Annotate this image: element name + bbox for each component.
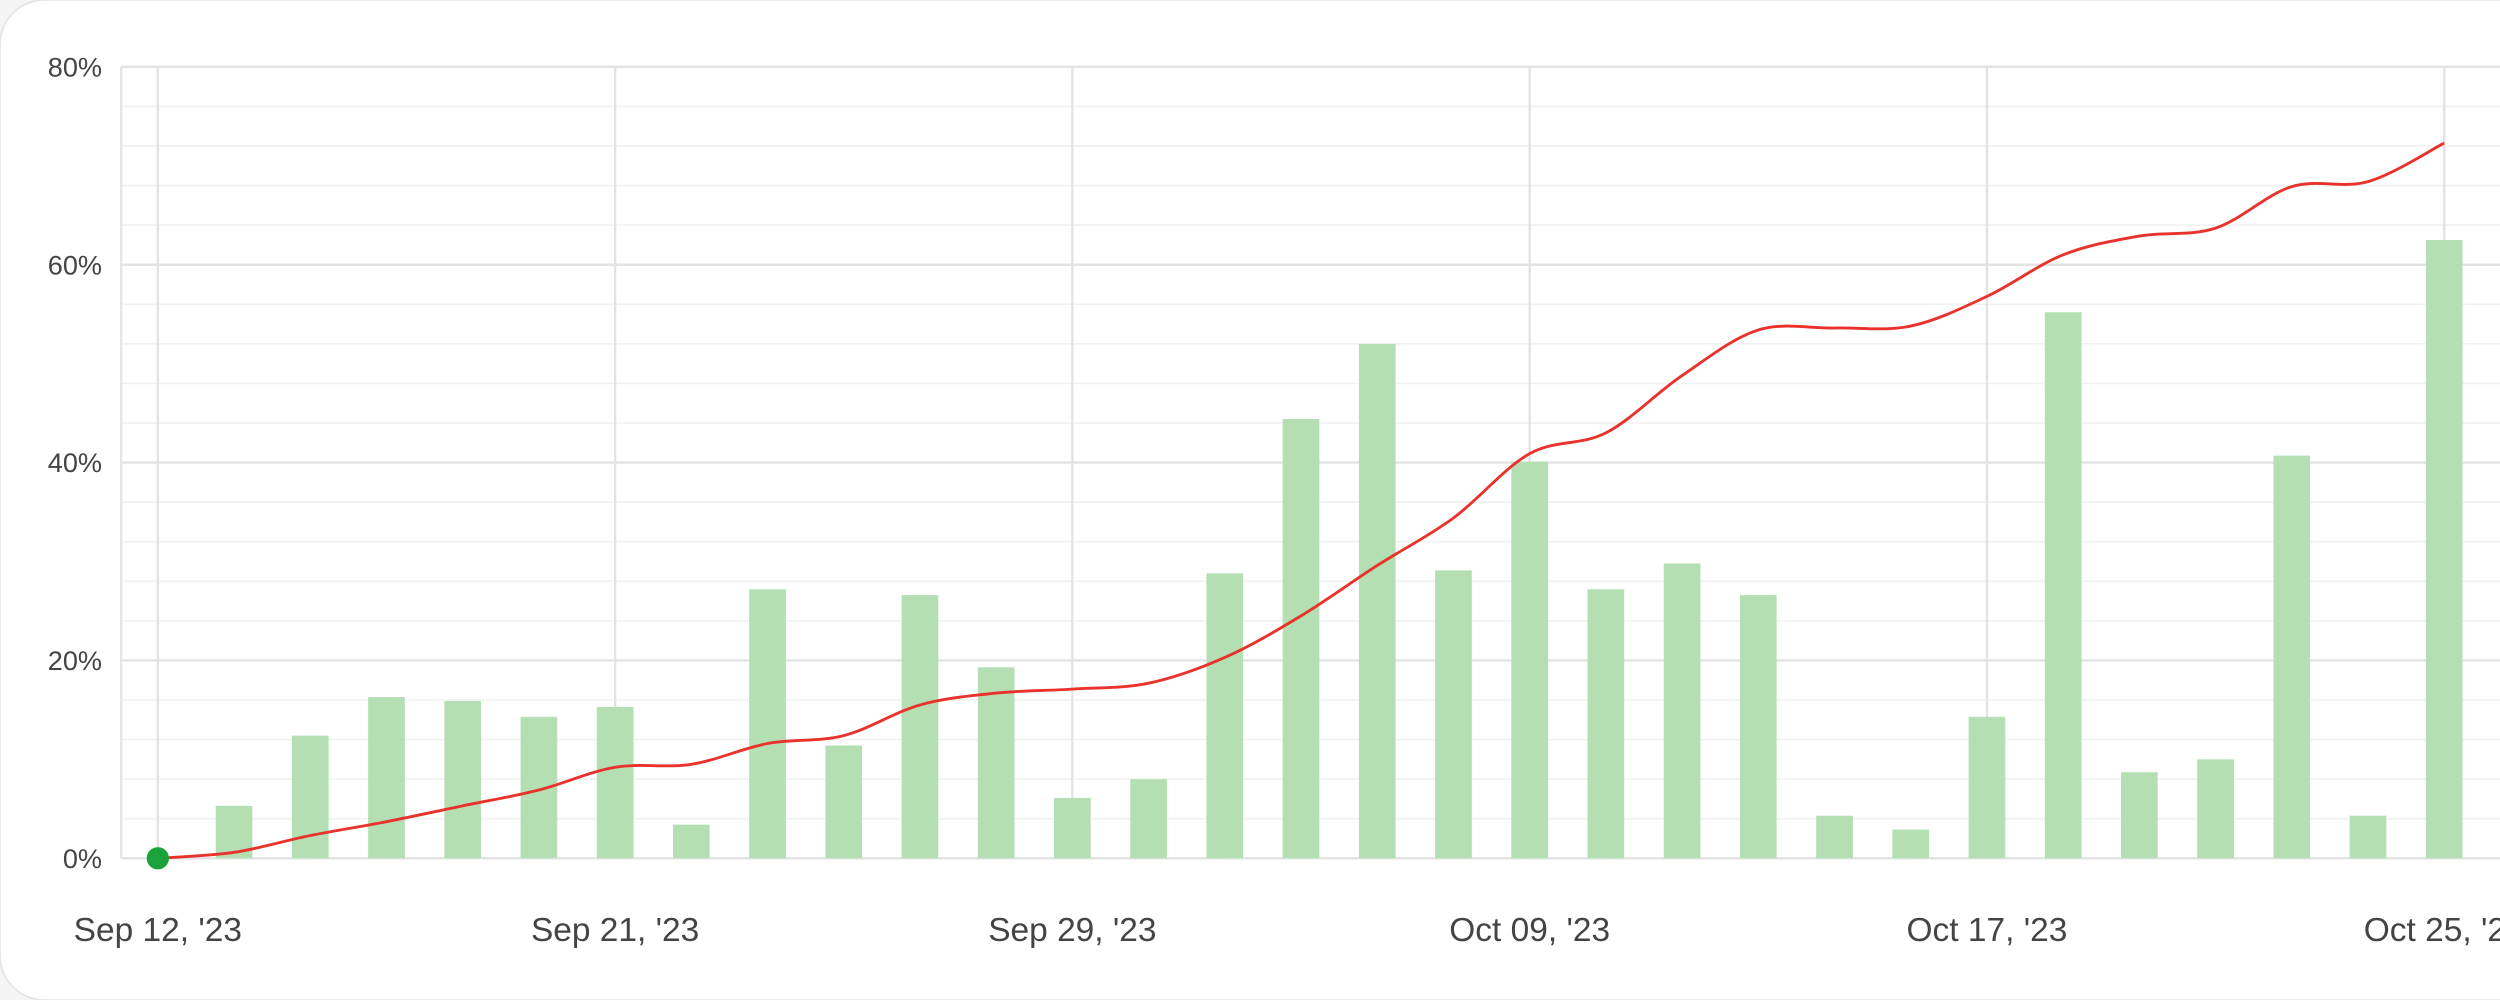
bar: [672, 824, 710, 859]
bar: [1892, 829, 1930, 859]
bar: [901, 595, 939, 859]
bar: [1739, 595, 1777, 859]
bar: [1054, 797, 1091, 859]
bar: [825, 745, 863, 859]
y-tick-label: 20%: [48, 645, 102, 676]
line: [157, 141, 2445, 860]
x-tick-label: Oct 09, '23: [1449, 912, 1610, 949]
bar: [291, 735, 329, 859]
y-tick-label: 60%: [48, 249, 102, 280]
bar: [596, 706, 634, 859]
y-tick-label: 0%: [63, 843, 102, 874]
bar: [749, 589, 786, 859]
bar: [368, 697, 405, 859]
x-tick-label: Oct 25, '23: [2364, 912, 2500, 949]
bar: [977, 667, 1015, 859]
bar: [1435, 570, 1472, 859]
x-tick-label: Sep 21, '23: [531, 912, 699, 949]
bar: [2044, 312, 2082, 859]
bar: [444, 700, 482, 859]
bar: [1816, 815, 1853, 859]
bar: [1663, 563, 1701, 859]
y-tick-label: 80%: [48, 51, 102, 82]
bar: [1968, 716, 2006, 859]
y-tick-label: 40%: [48, 447, 102, 478]
bar: [1282, 419, 1320, 859]
bar: [2273, 455, 2311, 859]
start-marker: [146, 847, 170, 870]
bar: [1511, 461, 1548, 859]
bar: [1130, 779, 1167, 859]
bar: [1358, 343, 1396, 859]
bar: [2349, 815, 2387, 859]
x-tick-label: Oct 17, '23: [1907, 912, 2068, 949]
x-tick-label: Sep 12, '23: [74, 912, 242, 949]
bar: [2197, 759, 2234, 859]
bar: [2425, 239, 2463, 859]
bar: [1206, 573, 1244, 859]
bar: [2121, 772, 2158, 859]
bar: [1587, 589, 1625, 859]
x-tick-label: Sep 29, '23: [988, 912, 1156, 949]
